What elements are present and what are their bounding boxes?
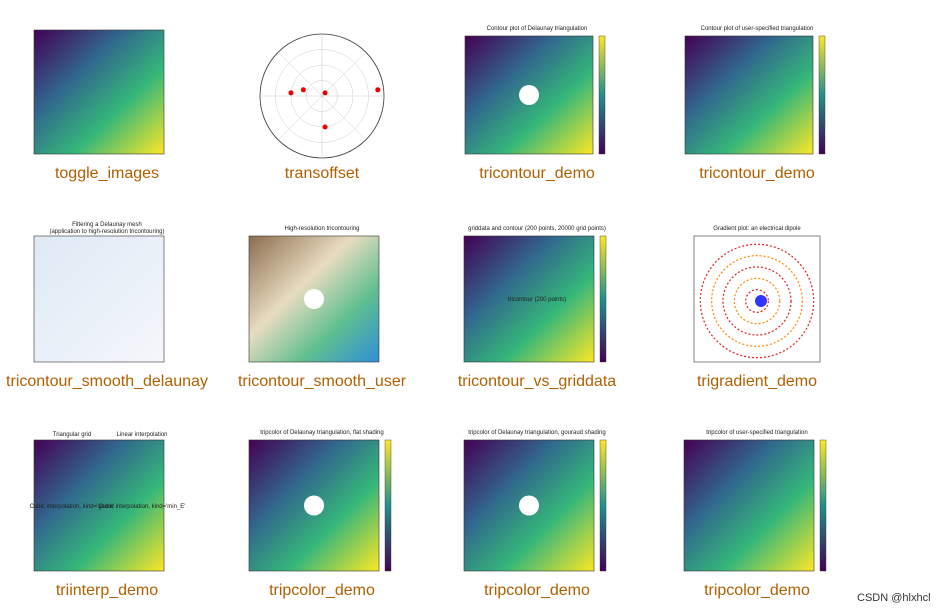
point	[288, 90, 294, 96]
plot-title: griddata and contour (200 points, 20000 …	[468, 226, 606, 232]
caption: tricontour_smooth_user	[238, 373, 407, 390]
colorbar	[818, 35, 826, 155]
hole	[304, 495, 324, 516]
point	[322, 124, 328, 130]
caption: toggle_images	[55, 165, 159, 182]
gallery-item[interactable]: toggle_images	[33, 29, 165, 182]
caption: tripcolor_demo	[269, 582, 375, 599]
caption: transoffset	[285, 165, 360, 182]
watermark: CSDN @hlxhcl	[857, 592, 931, 604]
field-line	[733, 277, 781, 325]
point	[375, 87, 381, 93]
axes	[684, 35, 814, 155]
point	[322, 90, 328, 96]
colorbar	[598, 35, 606, 155]
caption: tripcolor_demo	[704, 582, 810, 599]
hole	[519, 85, 539, 105]
gallery-item[interactable]: High-resolution tricontouring tricontour_…	[238, 226, 407, 390]
caption: tripcolor_demo	[484, 582, 590, 599]
polar-grid	[277, 51, 323, 97]
gallery-item[interactable]: tripcolor of Delaunay triangulation, fla…	[248, 430, 392, 599]
axes	[463, 235, 595, 363]
gallery-item[interactable]: griddata and contour (200 points, 20000 …	[458, 226, 616, 390]
colorbar	[384, 439, 392, 572]
plot-title: tripcolor of Delaunay triangulation, fla…	[260, 430, 383, 436]
field-line	[722, 266, 792, 336]
point	[300, 87, 306, 93]
plot-title: Triangular grid	[53, 432, 91, 438]
polar-grid	[321, 51, 367, 97]
plot-title: Cubic interpolation, kind='min_E'	[99, 504, 186, 510]
plot-title: High-resolution tricontouring	[284, 226, 359, 232]
field-line	[711, 255, 803, 347]
plot-title: Contour plot of Delaunay triangulation	[487, 26, 588, 32]
plot-title: Linear interpolation	[116, 432, 167, 438]
gallery-item[interactable]: tripcolor of Delaunay triangulation, gou…	[463, 430, 607, 599]
plot-title: tripcolor of Delaunay triangulation, gou…	[468, 430, 605, 436]
axes	[33, 235, 165, 363]
field-line	[699, 243, 815, 359]
axes	[683, 439, 815, 572]
plot-title: Gradient plot: an electrical dipole	[713, 226, 801, 232]
colorbar	[819, 439, 827, 572]
caption: trigradient_demo	[697, 373, 817, 390]
axes	[33, 29, 165, 155]
plot-title: Cubic interpolation, kind='geom'	[30, 504, 115, 510]
caption: tricontour_vs_griddata	[458, 373, 616, 390]
colorbar	[599, 439, 607, 572]
polar-grid	[321, 95, 367, 141]
polar-grid	[277, 95, 323, 141]
gallery-item[interactable]: transoffset	[259, 33, 385, 182]
gallery-item[interactable]: Contour plot of user-specified triangula…	[684, 26, 826, 182]
gallery-item[interactable]: tripcolor of user-specified triangulatio…	[683, 430, 827, 599]
caption: tricontour_smooth_delaunay	[6, 373, 208, 390]
axes	[33, 439, 165, 572]
hole	[519, 495, 539, 516]
caption: tricontour_demo	[699, 165, 815, 182]
gallery-item[interactable]: Filtering a Delaunay mesh(application to…	[6, 222, 208, 390]
field-line	[745, 289, 769, 313]
gallery-item[interactable]: Triangular grid Linear interpolation Cubic…	[30, 432, 186, 599]
gallery-item[interactable]: Contour plot of Delaunay triangulation tr…	[464, 26, 606, 182]
caption: triinterp_demo	[56, 582, 158, 599]
colorbar	[599, 235, 607, 363]
hole	[304, 289, 324, 309]
dipole	[755, 295, 767, 307]
plot-title: tricontour (200 points)	[508, 297, 566, 303]
caption: tricontour_demo	[479, 165, 595, 182]
gallery-item[interactable]: Gradient plot: an electrical dipole trigr…	[693, 226, 821, 390]
plot-title: Filtering a Delaunay mesh	[72, 222, 142, 228]
plot-title: (application to high-resolution triconto…	[49, 229, 164, 235]
plot-title: Contour plot of user-specified triangula…	[701, 26, 814, 32]
plot-title: tripcolor of user-specified triangulatio…	[706, 430, 807, 436]
